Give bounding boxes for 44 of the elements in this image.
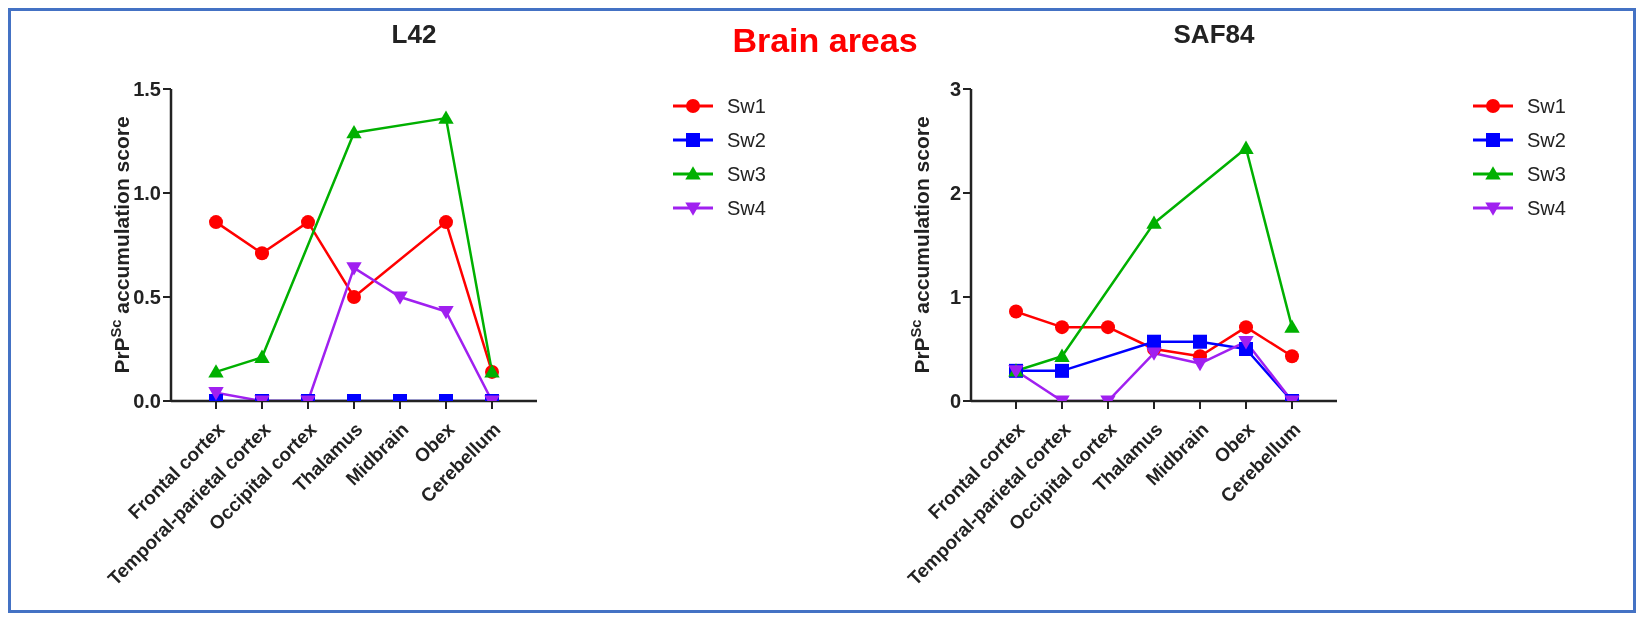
point bbox=[1285, 349, 1299, 364]
chart-title: L42 bbox=[390, 19, 438, 50]
y-tick-label: 0.0 bbox=[133, 390, 161, 413]
y-tick-label: 3 bbox=[949, 78, 961, 101]
point bbox=[255, 246, 269, 261]
point bbox=[1009, 304, 1023, 319]
point bbox=[209, 215, 223, 230]
legend-label: Sw1 bbox=[727, 94, 766, 118]
point bbox=[1055, 363, 1069, 378]
point bbox=[1146, 215, 1162, 229]
y-tick-label: 0 bbox=[949, 390, 961, 413]
legend-label: Sw3 bbox=[1527, 162, 1566, 186]
text: Brain areas bbox=[732, 21, 918, 59]
y-tick-label: 1.5 bbox=[133, 78, 161, 101]
point bbox=[1239, 320, 1253, 335]
point bbox=[347, 290, 361, 304]
y-tick-label: 1.0 bbox=[133, 182, 161, 205]
point bbox=[346, 262, 362, 276]
y-tick-label: 0.5 bbox=[133, 286, 161, 309]
point bbox=[1146, 347, 1162, 361]
point bbox=[1238, 336, 1254, 350]
legend-label: Sw4 bbox=[1527, 196, 1566, 220]
point bbox=[439, 215, 453, 230]
point bbox=[1238, 140, 1254, 154]
point bbox=[1284, 319, 1300, 333]
point bbox=[254, 349, 270, 363]
point bbox=[208, 364, 224, 378]
legend-label: Sw2 bbox=[1527, 128, 1566, 152]
legend-label: Sw4 bbox=[727, 196, 766, 220]
point bbox=[301, 215, 315, 230]
chart-title: SAF84 bbox=[1172, 19, 1256, 50]
point bbox=[1055, 320, 1069, 335]
point bbox=[1193, 334, 1207, 349]
point bbox=[1054, 348, 1070, 362]
legend-label: Sw2 bbox=[727, 128, 766, 152]
point bbox=[1147, 334, 1161, 349]
legend-label: Sw1 bbox=[1527, 94, 1566, 118]
point bbox=[1192, 357, 1208, 372]
y-tick-label: 2 bbox=[949, 182, 961, 205]
point bbox=[392, 291, 408, 305]
point bbox=[1101, 320, 1115, 335]
legend-label: Sw3 bbox=[727, 162, 766, 186]
y-tick-label: 1 bbox=[949, 286, 961, 309]
point bbox=[438, 305, 454, 320]
